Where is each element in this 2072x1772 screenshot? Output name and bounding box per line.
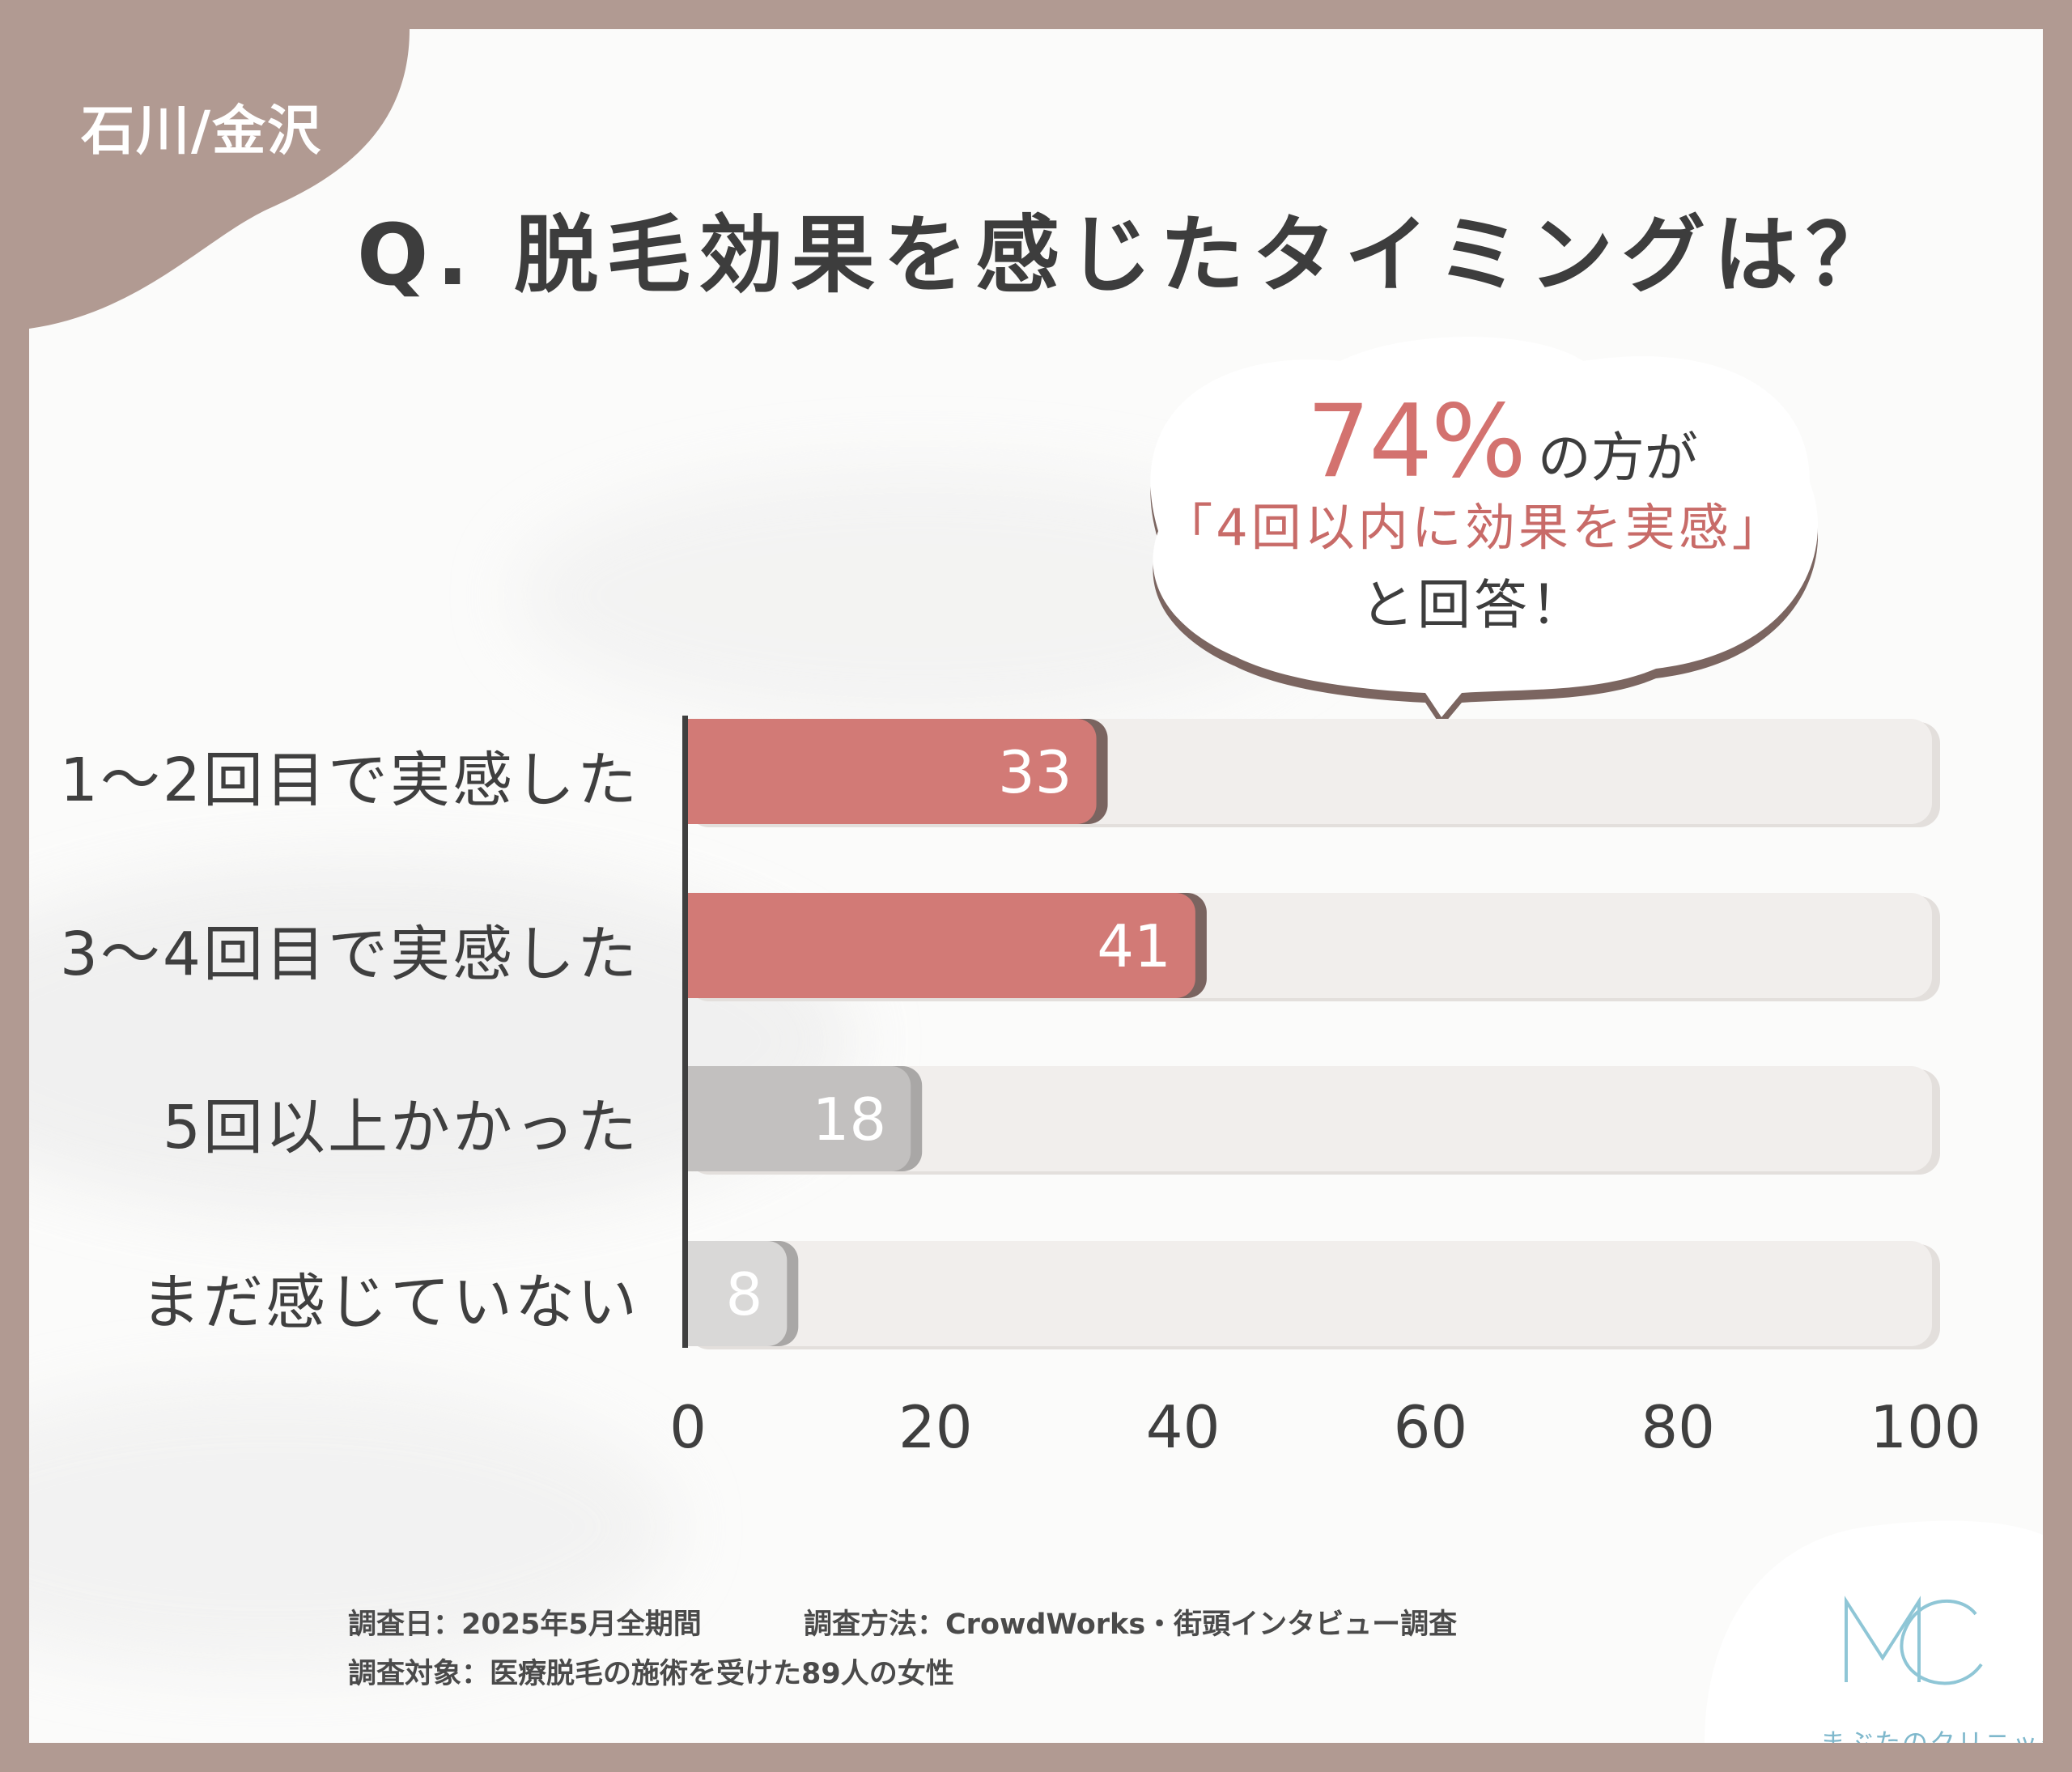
region-tab-shape	[29, 29, 410, 329]
footer-target: 調査対象：医療脱毛の施術を受けた89人の女性	[348, 1658, 954, 1690]
category-label: 3〜4回目で実感した	[59, 920, 639, 989]
data-label: 33	[998, 738, 1072, 806]
bar-base	[688, 719, 712, 824]
background-shapes: 33 41 18 80 20 40 60 80 100	[29, 29, 2043, 1743]
logo-mark	[1845, 1596, 1983, 1685]
category-label: 5回以上かかった	[162, 1093, 639, 1162]
x-tick-label: 0	[669, 1393, 707, 1461]
callout-percent: 74%	[1306, 384, 1526, 500]
callout-suffix: の方が	[1537, 427, 1698, 489]
card: 33 41 18 8 0 20 40 60 80 100 石川/金沢 Q. 脱毛効果を感じたタイミ…	[29, 29, 2043, 1743]
shadow-blob	[515, 466, 1324, 725]
bar	[688, 893, 1195, 998]
x-tick-label: 80	[1641, 1393, 1715, 1461]
bar-track	[688, 1066, 1932, 1171]
category-label: まだ感じていない	[141, 1268, 639, 1337]
region-label: 石川/金沢	[81, 100, 323, 162]
callout-ending: と回答！	[1361, 574, 1587, 636]
shadow-blob	[29, 1381, 677, 1672]
bar-base	[688, 1066, 712, 1171]
bar	[688, 1066, 911, 1171]
y-axis-line	[682, 716, 688, 1348]
data-label: 41	[1097, 912, 1171, 980]
callout-headline: 74% の方が	[1276, 384, 1729, 500]
shadow-blob	[29, 863, 855, 1219]
bar-base	[688, 893, 712, 998]
bar-track	[688, 1241, 1932, 1346]
data-label: 18	[813, 1086, 887, 1154]
bar	[688, 719, 1097, 824]
callout-quote: 「4回以内に効果を実感」	[1162, 498, 1785, 557]
data-label: 8	[726, 1260, 763, 1328]
bar-chart: 33 41 18 80 20 40 60 80 100	[669, 716, 1981, 1461]
footer-date: 調査日：2025年5月全期間	[348, 1608, 702, 1641]
x-tick-label: 60	[1394, 1393, 1468, 1461]
logo-name: まぶたのクリニック	[1819, 1727, 2043, 1743]
x-tick-label: 20	[898, 1393, 973, 1461]
footer-method: 調査方法：CrowdWorks・街頭インタビュー調査	[804, 1608, 1458, 1641]
x-tick-label: 100	[1870, 1393, 1981, 1461]
logo-blob	[1705, 1520, 2043, 1743]
page-title: Q. 脱毛効果を感じたタイミングは？	[357, 206, 1899, 304]
x-tick-label: 40	[1146, 1393, 1221, 1461]
category-label: 1〜2回目で実感した	[59, 746, 639, 815]
bar	[688, 1241, 788, 1346]
bar-base	[688, 1241, 712, 1346]
